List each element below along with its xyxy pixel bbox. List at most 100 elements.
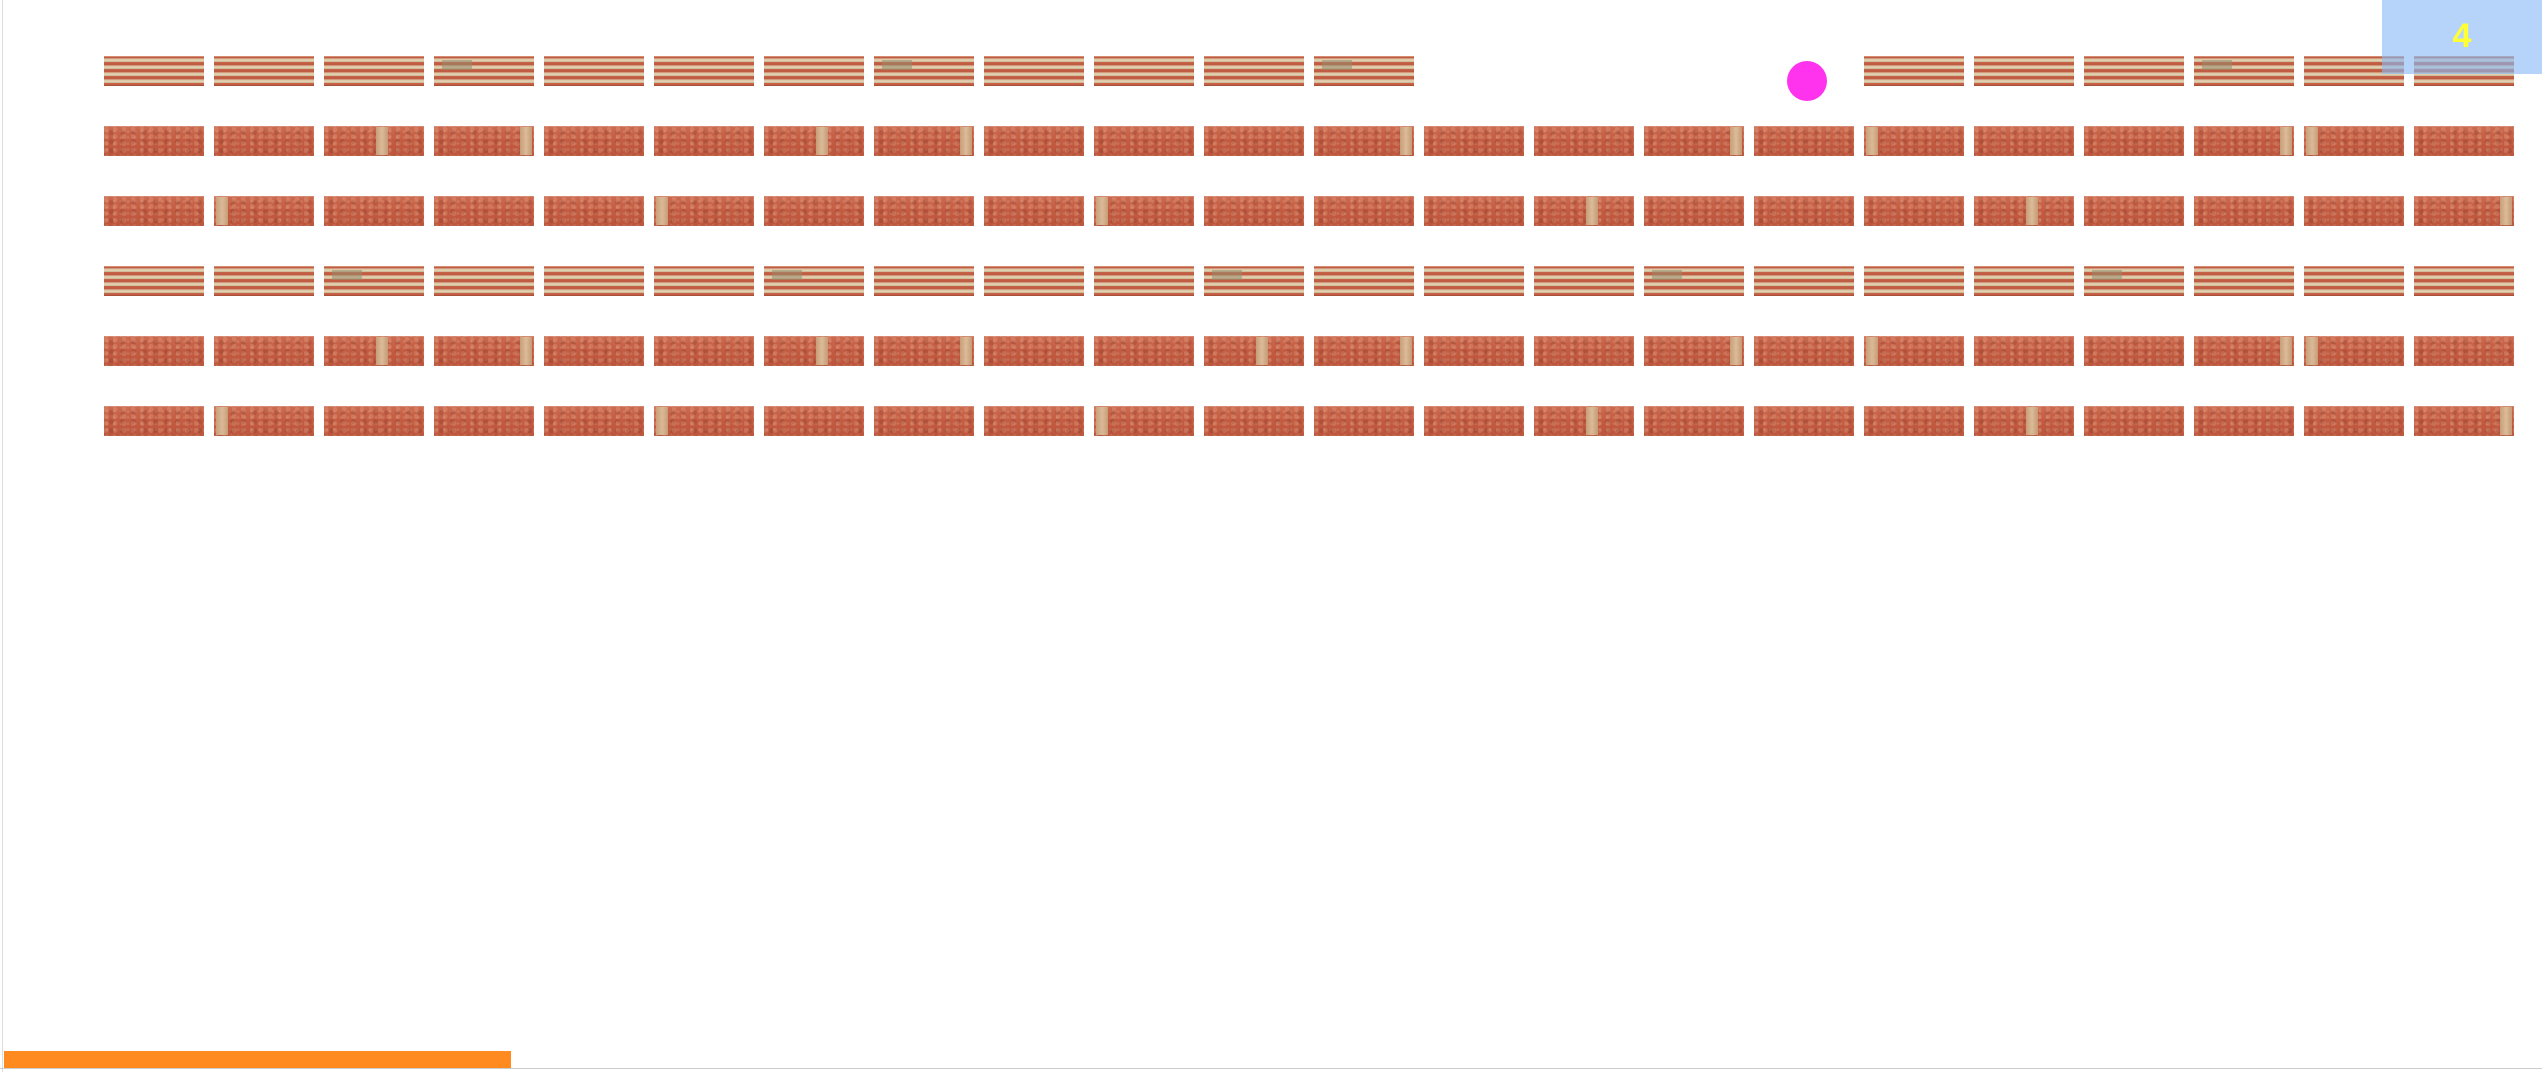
brick bbox=[324, 56, 424, 86]
brick bbox=[2414, 196, 2514, 226]
brick bbox=[1754, 126, 1854, 156]
brick bbox=[1314, 126, 1414, 156]
brick bbox=[1314, 266, 1414, 296]
brick bbox=[544, 126, 644, 156]
brick bbox=[1644, 266, 1744, 296]
brick bbox=[764, 406, 864, 436]
brick bbox=[544, 56, 644, 86]
score-value: 4 bbox=[2452, 17, 2472, 55]
brick bbox=[2304, 126, 2404, 156]
brick bbox=[434, 56, 534, 86]
brick bbox=[1754, 406, 1854, 436]
brick bbox=[434, 406, 534, 436]
brick bbox=[1424, 336, 1524, 366]
brick bbox=[984, 406, 1084, 436]
brick bbox=[214, 266, 314, 296]
brick bbox=[2084, 126, 2184, 156]
brick bbox=[1864, 196, 1964, 226]
brick bbox=[1534, 196, 1634, 226]
brick bbox=[1864, 56, 1964, 86]
brick bbox=[104, 406, 204, 436]
brick bbox=[1424, 196, 1524, 226]
brick bbox=[1094, 196, 1194, 226]
brick bbox=[1974, 406, 2074, 436]
brick bbox=[1094, 336, 1194, 366]
brick bbox=[1204, 406, 1304, 436]
brick bbox=[1644, 336, 1744, 366]
brick bbox=[1424, 406, 1524, 436]
brick bbox=[544, 406, 644, 436]
brick bbox=[764, 196, 864, 226]
ball bbox=[1787, 61, 1827, 101]
brick bbox=[984, 266, 1084, 296]
brick bbox=[654, 266, 754, 296]
brick bbox=[1094, 56, 1194, 86]
brick bbox=[1314, 196, 1414, 226]
brick bbox=[1864, 126, 1964, 156]
brick bbox=[1204, 56, 1304, 86]
brick bbox=[324, 126, 424, 156]
brick bbox=[1644, 126, 1744, 156]
brick bbox=[764, 266, 864, 296]
brick bbox=[2304, 406, 2404, 436]
paddle[interactable] bbox=[4, 1051, 511, 1068]
brick bbox=[2084, 266, 2184, 296]
brick bbox=[1974, 126, 2074, 156]
brick bbox=[764, 56, 864, 86]
brick bbox=[984, 336, 1084, 366]
brick bbox=[654, 196, 754, 226]
brick bbox=[874, 266, 974, 296]
brick bbox=[1424, 266, 1524, 296]
brick bbox=[324, 336, 424, 366]
brick bbox=[1094, 266, 1194, 296]
brick bbox=[1974, 266, 2074, 296]
brick bbox=[2084, 336, 2184, 366]
brick bbox=[654, 336, 754, 366]
brick bbox=[1204, 336, 1304, 366]
brick bbox=[214, 196, 314, 226]
brick bbox=[874, 336, 974, 366]
brick bbox=[764, 336, 864, 366]
brick bbox=[1534, 266, 1634, 296]
brick bbox=[1314, 56, 1414, 86]
brick bbox=[544, 336, 644, 366]
brick bbox=[104, 266, 204, 296]
brick bbox=[2194, 406, 2294, 436]
brick bbox=[214, 406, 314, 436]
brick bbox=[1864, 336, 1964, 366]
brick bbox=[2414, 126, 2514, 156]
brick bbox=[104, 56, 204, 86]
brick bbox=[544, 196, 644, 226]
brick bbox=[434, 126, 534, 156]
brick bbox=[1754, 336, 1854, 366]
brick bbox=[324, 406, 424, 436]
brick bbox=[1534, 126, 1634, 156]
brick bbox=[1204, 266, 1304, 296]
brick bbox=[984, 56, 1084, 86]
brick bbox=[1314, 406, 1414, 436]
brick bbox=[2414, 266, 2514, 296]
brick bbox=[874, 196, 974, 226]
brick bbox=[2194, 266, 2294, 296]
brick bbox=[2084, 406, 2184, 436]
brick bbox=[1314, 336, 1414, 366]
brick bbox=[1974, 56, 2074, 86]
brick bbox=[1864, 266, 1964, 296]
brick bbox=[2304, 266, 2404, 296]
brick bbox=[1204, 196, 1304, 226]
brick bbox=[2414, 336, 2514, 366]
brick bbox=[2304, 196, 2404, 226]
brick bbox=[984, 196, 1084, 226]
brick bbox=[654, 126, 754, 156]
brick bbox=[1644, 406, 1744, 436]
brick bbox=[1864, 406, 1964, 436]
brick bbox=[104, 126, 204, 156]
brick bbox=[2194, 336, 2294, 366]
brick bbox=[104, 196, 204, 226]
brick bbox=[434, 266, 534, 296]
brick bbox=[214, 126, 314, 156]
brick bbox=[2084, 196, 2184, 226]
brick bbox=[1424, 126, 1524, 156]
brick bbox=[434, 336, 534, 366]
